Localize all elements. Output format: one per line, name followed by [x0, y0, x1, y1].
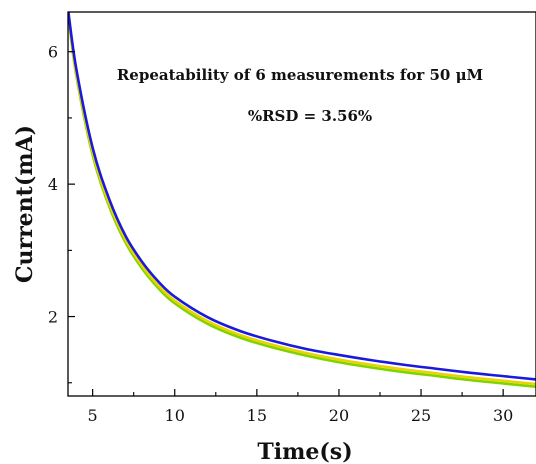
y-axis-title: Current(mA) — [12, 125, 38, 283]
x-tick-label: 30 — [493, 406, 513, 425]
plot-frame — [67, 11, 536, 397]
x-tick-label: 10 — [165, 406, 185, 425]
y-tick-label: 4 — [48, 175, 58, 194]
y-tick-label: 2 — [48, 308, 58, 327]
x-tick-label: 20 — [329, 406, 349, 425]
plot-lines — [68, 12, 536, 389]
ticks: 5 10 15 20 25 30 2 4 6 — [48, 43, 514, 425]
annotation-line-2: %RSD = 3.56% — [248, 107, 372, 125]
annotation-line-1: Repeatability of 6 measurements for 50 μ… — [117, 66, 483, 84]
x-tick-label: 5 — [88, 406, 98, 425]
x-tick-label: 15 — [247, 406, 267, 425]
y-tick-label: 6 — [48, 43, 58, 62]
x-axis-title: Time(s) — [257, 439, 352, 464]
x-tick-label: 25 — [411, 406, 431, 425]
series-line-1 — [68, 12, 536, 381]
series-line-2 — [68, 12, 536, 386]
